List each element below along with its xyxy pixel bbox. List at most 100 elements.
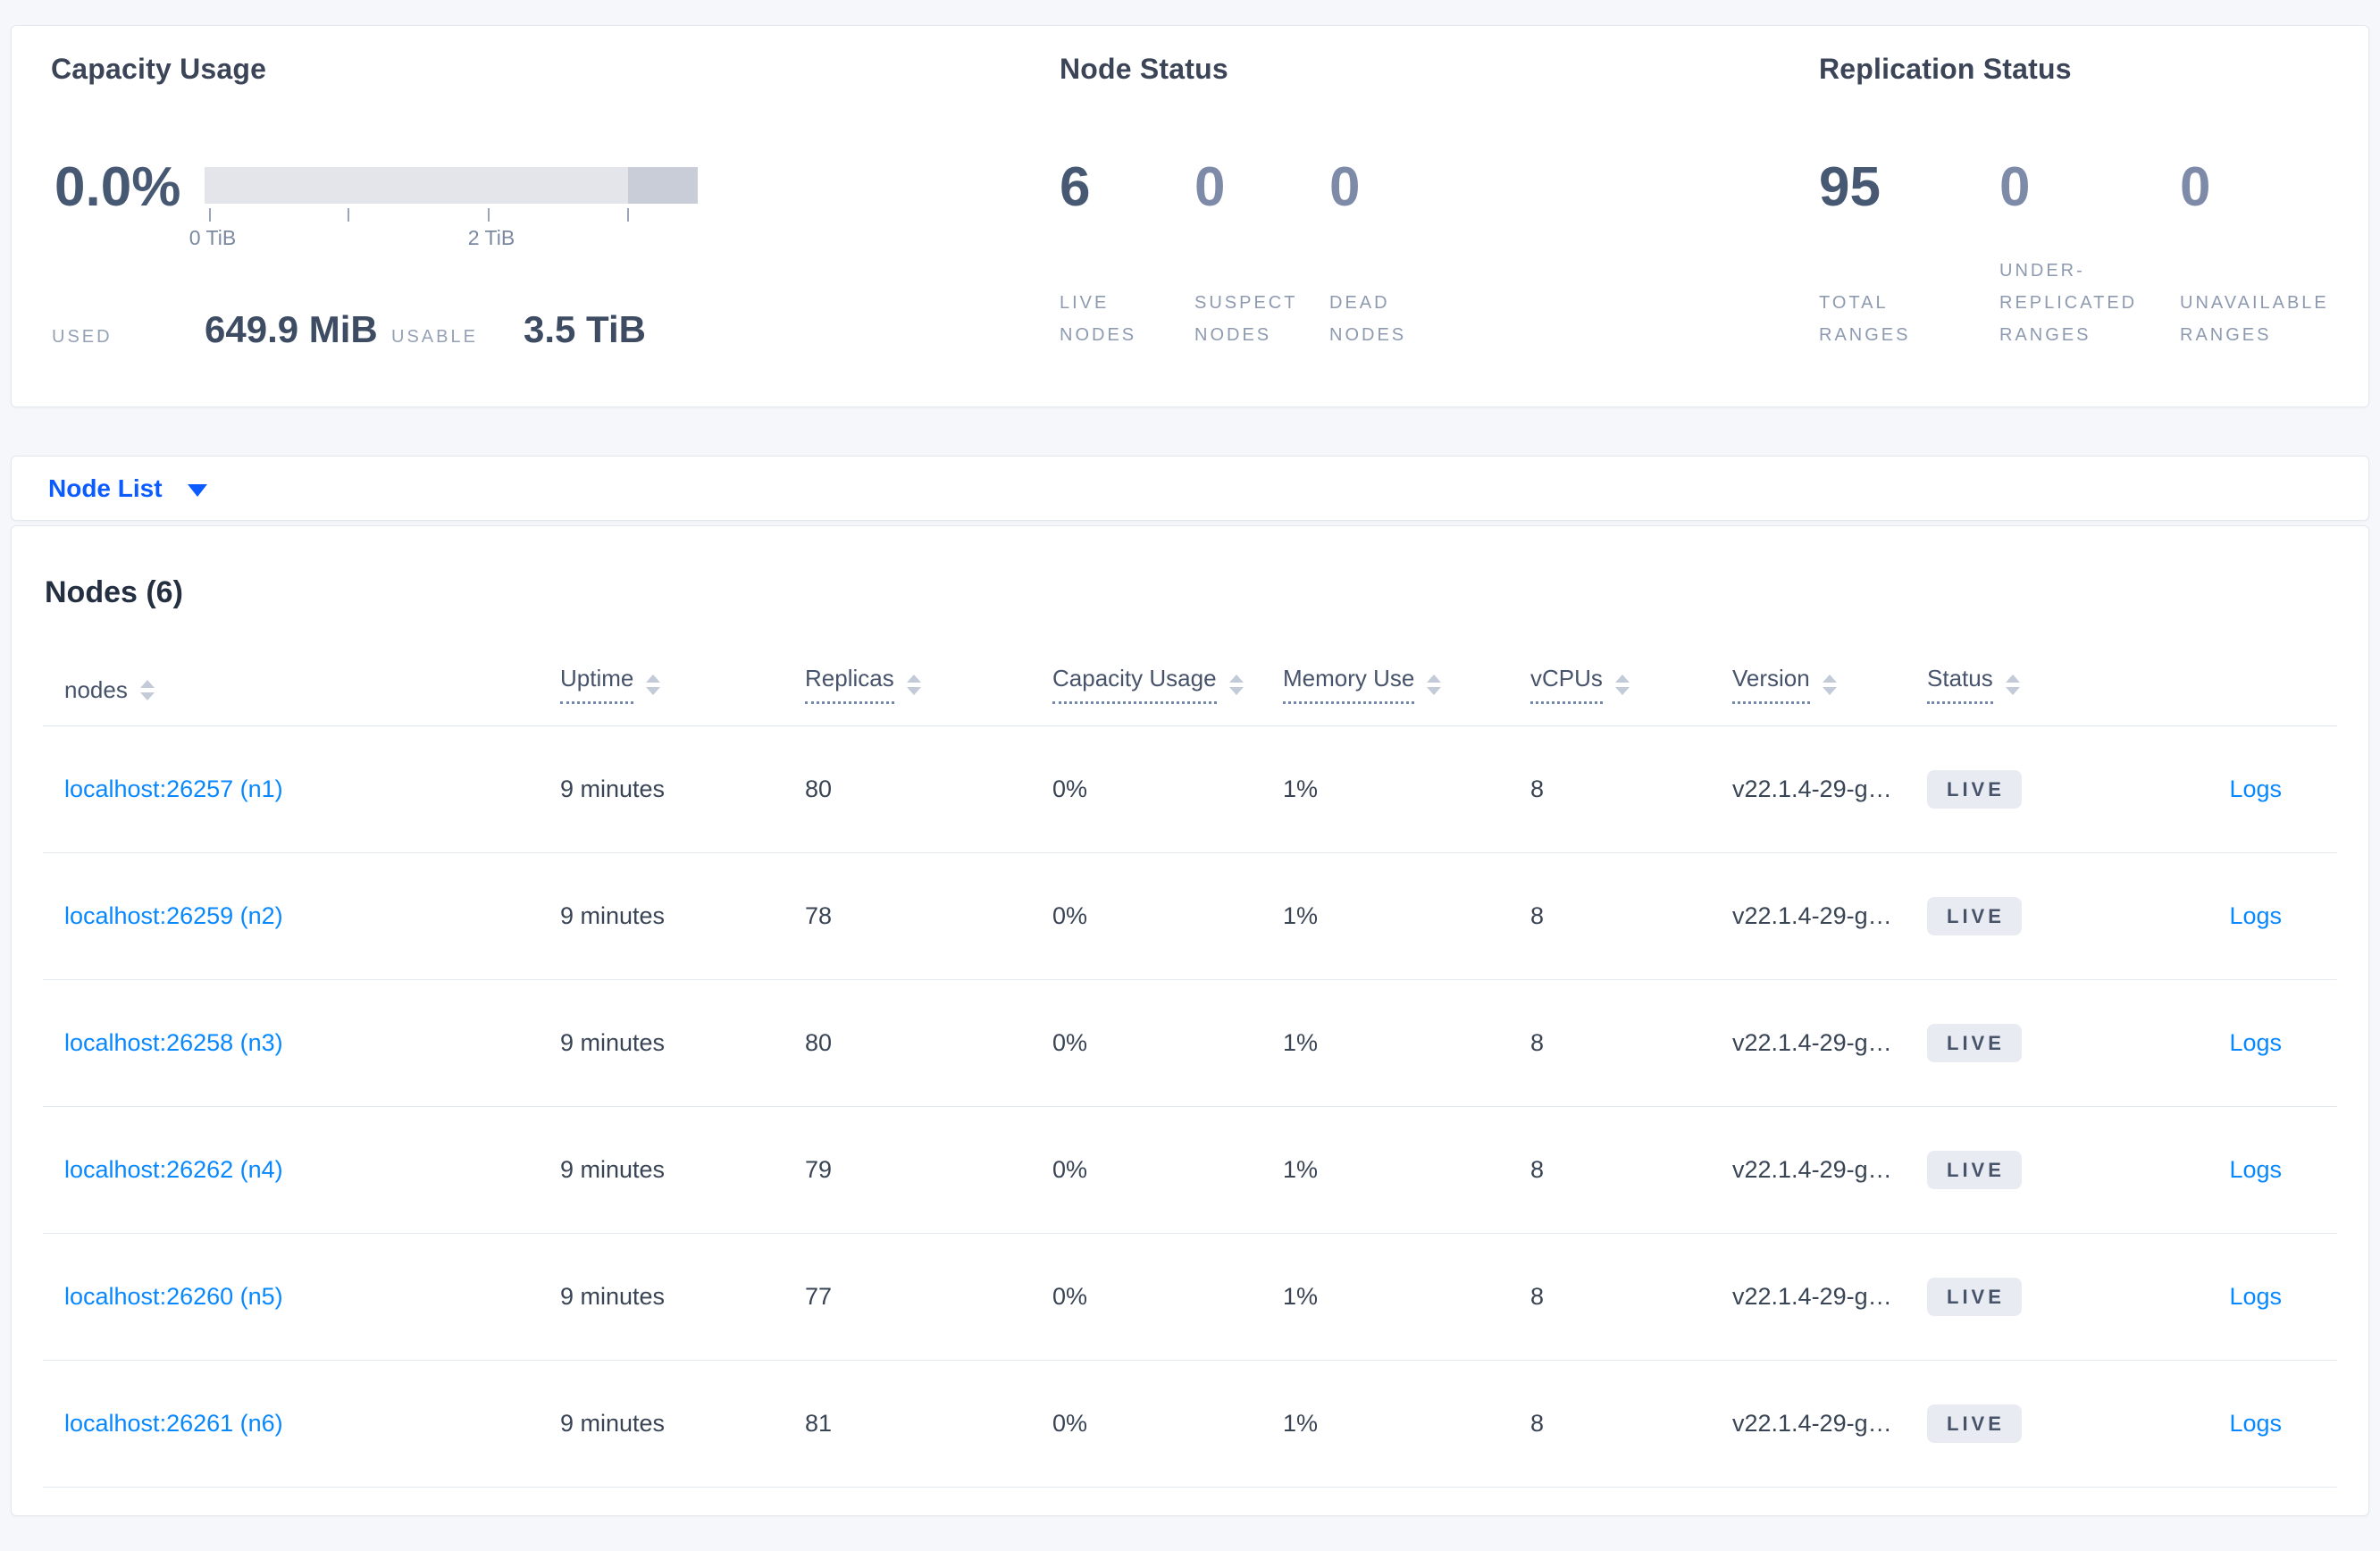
nodes-panel: Nodes (6) nodes Uptime Replicas Capacity… [11, 525, 2369, 1516]
uptime-cell: 9 minutes [560, 1283, 666, 1310]
sort-icon [139, 680, 155, 700]
capacity-bar: 0 TiB 2 TiB [189, 167, 698, 256]
logs-link[interactable]: Logs [2229, 776, 2282, 802]
memory-cell: 1% [1283, 1029, 1319, 1056]
under-replicated-ranges-stat: 0 UNDER-REPLICATED RANGES [1999, 160, 2180, 351]
sort-control[interactable]: Capacity Usage [1052, 665, 1244, 704]
replicas-cell: 77 [805, 1283, 833, 1310]
sort-control[interactable]: Version [1732, 665, 1837, 704]
node-link[interactable]: localhost:26261 (n6) [64, 1410, 283, 1437]
vcpus-cell: 8 [1530, 1156, 1545, 1183]
vcpus-cell: 8 [1530, 902, 1545, 929]
used-label: USED [52, 327, 113, 347]
node-link[interactable]: localhost:26258 (n3) [64, 1029, 283, 1056]
status-badge: LIVE [1927, 1278, 2022, 1316]
axis-tick [209, 208, 211, 222]
sort-icon [646, 674, 661, 695]
memory-cell: 1% [1283, 1156, 1319, 1183]
memory-cell: 1% [1283, 1283, 1319, 1310]
view-selector-label: Node List [48, 474, 163, 502]
sort-icon [1614, 674, 1630, 695]
uptime-cell: 9 minutes [560, 1410, 666, 1437]
capacity-cell: 0% [1052, 1029, 1088, 1056]
sort-control[interactable]: vCPUs [1530, 665, 1630, 704]
capacity-cell: 0% [1052, 1410, 1088, 1437]
sort-control[interactable]: Uptime [560, 665, 661, 704]
memory-cell: 1% [1283, 1410, 1319, 1437]
column-header-nodes: nodes [64, 676, 560, 725]
stat-label: UNAVAILABLE RANGES [2180, 293, 2329, 345]
capacity-bar-track [205, 167, 698, 204]
logs-link[interactable]: Logs [2229, 1029, 2282, 1056]
axis-tick [627, 208, 629, 222]
stat-value: 0 [2180, 156, 2211, 218]
caret-down-icon [187, 483, 207, 497]
column-header-replicas: Replicas [805, 665, 1052, 725]
vcpus-cell: 8 [1530, 1283, 1545, 1310]
sort-icon [1822, 674, 1837, 695]
memory-cell: 1% [1283, 902, 1319, 929]
usable-value: 3.5 TiB [524, 308, 646, 350]
node-link[interactable]: localhost:26260 (n5) [64, 1283, 283, 1310]
version-cell: v22.1.4-29-g… [1732, 902, 1892, 929]
uptime-cell: 9 minutes [560, 902, 666, 929]
version-cell: v22.1.4-29-g… [1732, 1410, 1892, 1437]
stat-label: UNDER-REPLICATED RANGES [1999, 261, 2138, 345]
capacity-cell: 0% [1052, 776, 1088, 802]
sort-icon [1228, 674, 1244, 695]
stat-value: 0 [1194, 156, 1226, 218]
table-row: localhost:26259 (n2) 9 minutes 78 0% 1% … [43, 853, 2337, 980]
sort-control[interactable]: Status [1927, 665, 2020, 704]
stat-label: SUSPECT NODES [1194, 293, 1298, 345]
logs-link[interactable]: Logs [2229, 1283, 2282, 1310]
node-link[interactable]: localhost:26257 (n1) [64, 776, 283, 802]
used-value: 649.9 MiB [205, 308, 378, 350]
replicas-cell: 80 [805, 1029, 833, 1056]
replicas-cell: 78 [805, 902, 833, 929]
vcpus-cell: 8 [1530, 1029, 1545, 1056]
view-selector-dropdown[interactable]: Node List [11, 456, 2369, 521]
axis-tick [488, 208, 490, 222]
memory-cell: 1% [1283, 776, 1319, 802]
logs-link[interactable]: Logs [2229, 1410, 2282, 1437]
column-header-logs [2159, 704, 2282, 725]
table-row: localhost:26260 (n5) 9 minutes 77 0% 1% … [43, 1234, 2337, 1361]
stat-value: 6 [1060, 156, 1091, 218]
logs-link[interactable]: Logs [2229, 1156, 2282, 1183]
replicas-cell: 81 [805, 1410, 833, 1437]
column-header-status: Status [1927, 665, 2159, 725]
capacity-percent-value: 0.0% [54, 156, 181, 218]
status-badge: LIVE [1927, 897, 2022, 935]
usable-label: USABLE [391, 327, 478, 347]
vcpus-cell: 8 [1530, 1410, 1545, 1437]
capacity-used-usable-row: USED 649.9 MiB USABLE 3.5 TiB [52, 308, 646, 351]
sort-control[interactable]: nodes [64, 676, 155, 704]
node-link[interactable]: localhost:26262 (n4) [64, 1156, 283, 1183]
capacity-gauge: 0.0% 0 TiB 2 TiB [51, 160, 698, 256]
table-row: localhost:26257 (n1) 9 minutes 80 0% 1% … [43, 726, 2337, 853]
sort-control[interactable]: Replicas [805, 665, 921, 704]
capacity-cell: 0% [1052, 1156, 1088, 1183]
sort-icon [906, 674, 921, 695]
status-badge: LIVE [1927, 1024, 2022, 1062]
stat-value: 95 [1819, 156, 1881, 218]
capacity-cell: 0% [1052, 902, 1088, 929]
replicas-cell: 80 [805, 776, 833, 802]
capacity-cell: 0% [1052, 1283, 1088, 1310]
stat-label: LIVE NODES [1060, 293, 1137, 345]
capacity-usage-section: Capacity Usage 0.0% 0 TiB 2 TiB USED 649… [51, 53, 784, 351]
uptime-cell: 9 minutes [560, 1029, 666, 1056]
logs-link[interactable]: Logs [2229, 902, 2282, 929]
cluster-summary-card: Capacity Usage 0.0% 0 TiB 2 TiB USED 649… [11, 25, 2369, 407]
total-ranges-stat: 95 TOTAL RANGES [1819, 160, 1999, 351]
replication-status-title: Replication Status [1819, 53, 2072, 85]
uptime-cell: 9 minutes [560, 776, 666, 802]
version-cell: v22.1.4-29-g… [1732, 776, 1892, 802]
suspect-nodes-stat: 0 SUSPECT NODES [1194, 160, 1329, 351]
column-header-capacity-usage: Capacity Usage [1052, 665, 1283, 725]
capacity-bar-segment [628, 167, 698, 204]
vcpus-cell: 8 [1530, 776, 1545, 802]
node-link[interactable]: localhost:26259 (n2) [64, 902, 283, 929]
sort-control[interactable]: Memory Use [1283, 665, 1442, 704]
axis-tick [348, 208, 349, 222]
